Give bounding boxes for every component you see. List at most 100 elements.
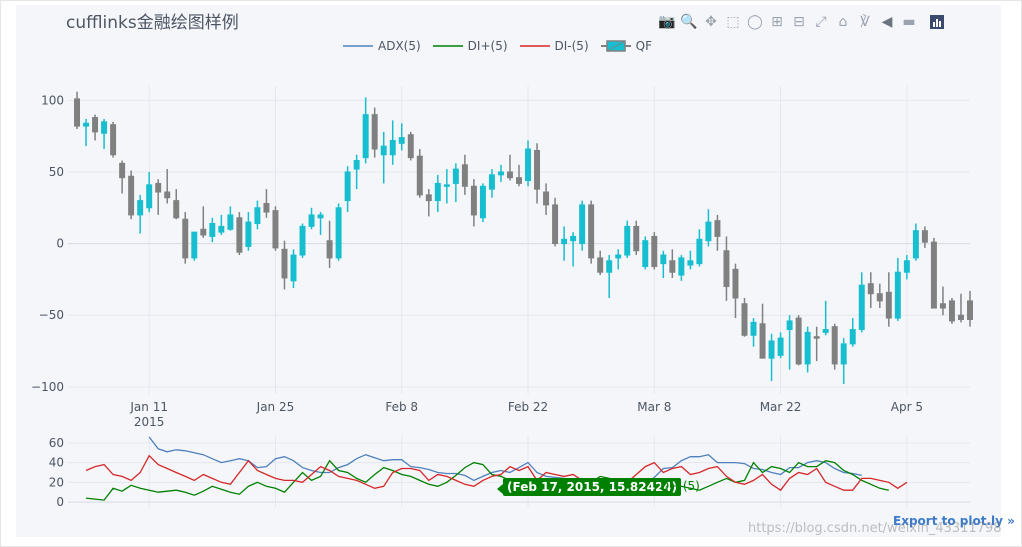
legend-label-di-plus: DI+(5): [467, 39, 508, 53]
candle-body: [732, 268, 739, 299]
candle: [191, 231, 198, 261]
candle-body: [750, 321, 757, 336]
candle: [534, 143, 541, 204]
candle-body: [768, 340, 775, 359]
y-tick-label: 100: [41, 93, 64, 107]
candle: [552, 197, 559, 247]
candle-body: [921, 230, 928, 243]
spike-lines-icon[interactable]: ℣: [860, 14, 870, 30]
lasso-icon[interactable]: ◯: [747, 14, 763, 30]
candle: [452, 163, 459, 203]
reset-axes-icon[interactable]: ⌂: [838, 14, 848, 30]
candle: [245, 212, 252, 251]
autoscale-icon[interactable]: ⤢: [815, 14, 827, 30]
candle: [443, 169, 450, 204]
legend-item-adx[interactable]: ADX(5): [343, 39, 421, 53]
candle-body: [506, 171, 513, 179]
candle: [236, 212, 243, 256]
candle: [858, 272, 865, 333]
candle-body: [822, 329, 829, 333]
candle: [930, 237, 937, 309]
x-tick-label: Mar 8: [637, 400, 671, 414]
candle-body: [452, 168, 459, 184]
zoom-in-icon[interactable]: ⊞: [771, 14, 783, 30]
y-tick-label: 60: [49, 436, 64, 450]
candle-body: [840, 343, 847, 365]
candle-body: [470, 185, 477, 216]
pan-icon[interactable]: ✥: [705, 14, 717, 30]
candle-body: [660, 254, 667, 265]
candle-body: [867, 283, 874, 295]
candle: [939, 286, 946, 316]
x-tick-label: Jan 11: [129, 400, 168, 414]
legend-item-di-minus[interactable]: DI-(5): [519, 39, 589, 53]
legend-swatch-qf: [600, 40, 631, 52]
candle-body: [831, 326, 838, 365]
candle: [957, 293, 964, 323]
candle-body: [849, 329, 856, 345]
candle: [741, 298, 748, 337]
candle: [777, 332, 784, 359]
candle-body: [146, 184, 153, 209]
candle-body: [353, 159, 360, 170]
hover-compare-icon[interactable]: ▬: [902, 14, 916, 30]
candle-body: [299, 225, 306, 256]
watermark: https://blog.csdn.net/weixin_43311798: [748, 521, 1002, 536]
candle: [182, 212, 189, 264]
candle-body: [416, 155, 423, 196]
candle: [308, 207, 315, 230]
candle-body: [705, 221, 712, 242]
legend-item-di-plus[interactable]: DI+(5): [432, 39, 508, 53]
candle-body: [380, 145, 387, 156]
candle-body: [254, 207, 261, 225]
candle-body: [669, 260, 676, 273]
candle: [371, 107, 378, 158]
candle-body: [967, 300, 973, 321]
candle-body: [83, 122, 90, 127]
candle-body: [128, 175, 135, 216]
x-tick-label: Mar 22: [760, 400, 802, 414]
candle: [470, 179, 477, 227]
candle: [146, 171, 153, 213]
candle-body: [804, 331, 811, 365]
candle: [876, 283, 883, 309]
candle-body: [903, 260, 910, 273]
zoom-out-icon[interactable]: ⊟: [793, 14, 805, 30]
candle-body: [74, 98, 81, 127]
candle-body: [362, 114, 369, 159]
candle: [768, 333, 775, 382]
candle: [786, 315, 793, 370]
candle-body: [615, 254, 622, 259]
candle: [705, 209, 712, 247]
candle-body: [876, 293, 883, 302]
candle-body: [912, 230, 919, 259]
candle: [723, 236, 730, 301]
indicator-grid: [68, 436, 970, 507]
candle: [822, 300, 829, 336]
candle: [317, 212, 324, 235]
legend-item-qf[interactable]: QF: [600, 39, 652, 53]
candle: [660, 250, 667, 278]
camera-icon[interactable]: 📷: [658, 14, 676, 30]
box-select-icon[interactable]: ⬚: [726, 14, 740, 30]
candle: [92, 114, 99, 141]
candle: [525, 140, 532, 187]
candle: [362, 97, 369, 164]
plotly-logo-icon[interactable]: [926, 12, 948, 32]
candle: [588, 200, 595, 264]
candle-body: [759, 323, 766, 359]
candle: [804, 326, 811, 373]
legend-label-di-minus: DI-(5): [554, 39, 589, 53]
export-link[interactable]: Export to plot.ly »: [893, 514, 1015, 528]
zoom-icon[interactable]: 🔍: [680, 14, 698, 30]
hover-closest-icon[interactable]: ◀: [881, 14, 893, 30]
candle-body: [957, 314, 964, 321]
candle-body: [173, 200, 180, 219]
candle: [209, 217, 216, 243]
y-tick-label: −50: [39, 308, 64, 322]
candle-body: [245, 221, 252, 247]
candle-body: [741, 303, 748, 336]
candle-body: [651, 235, 658, 268]
candle-body: [885, 291, 892, 319]
